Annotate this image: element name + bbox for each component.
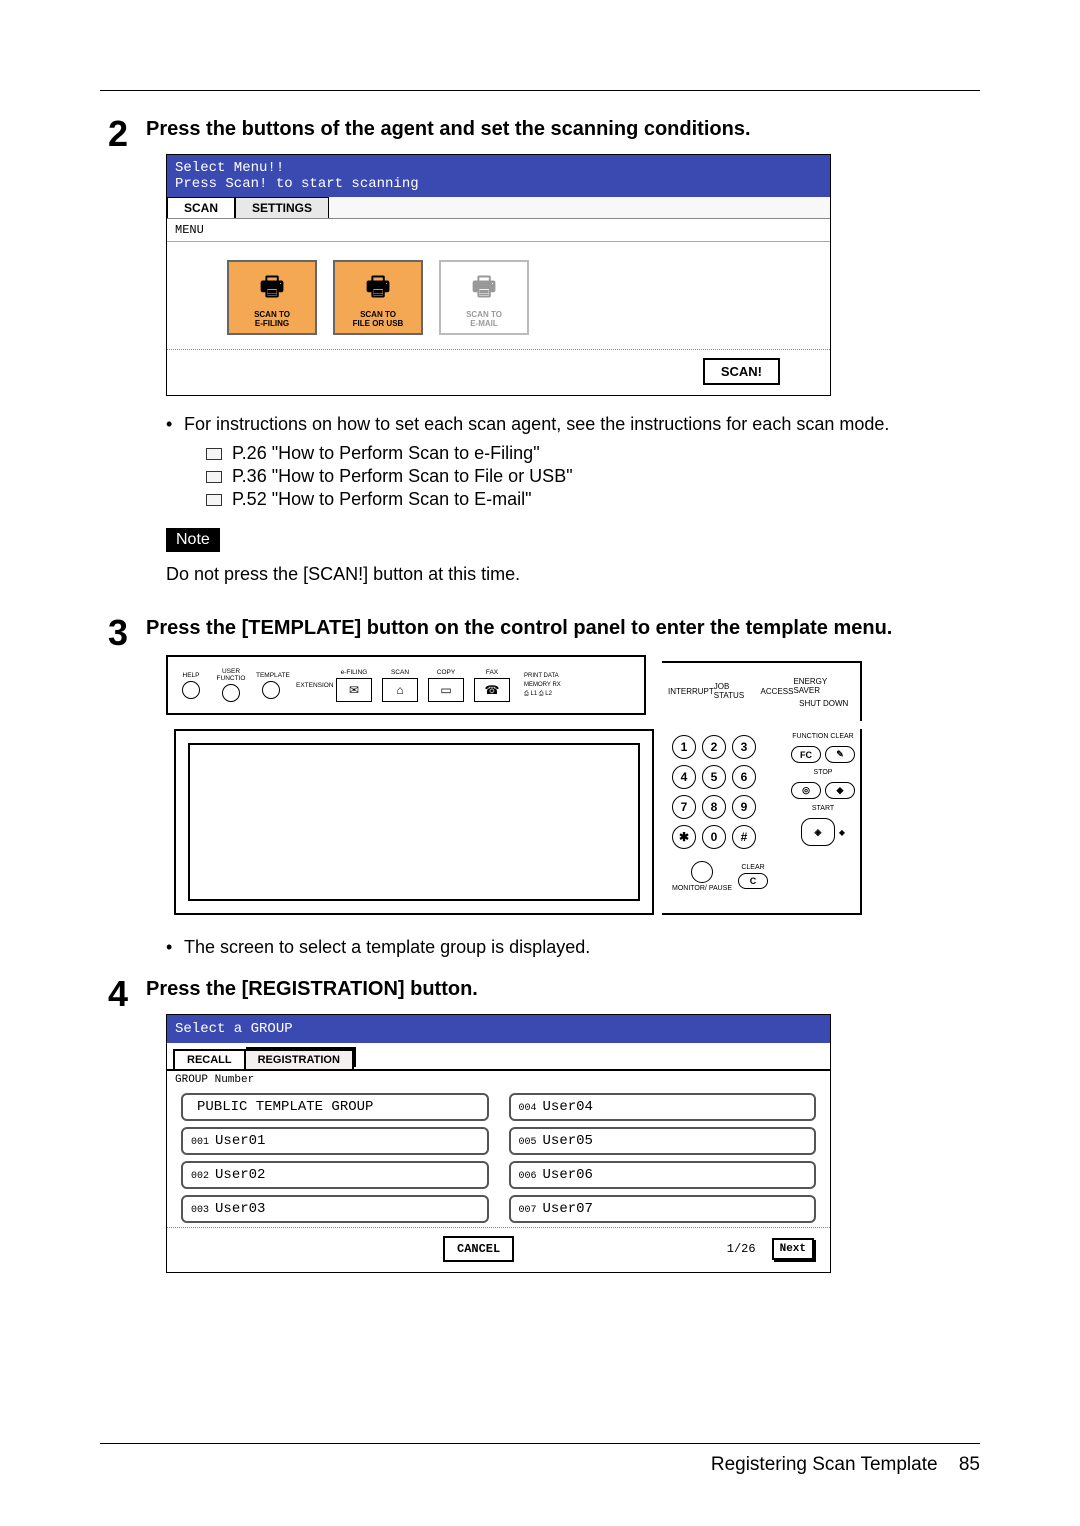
scan-to-file-button[interactable]: 🖶 SCAN TO FILE OR USB	[333, 260, 423, 335]
note-text: Do not press the [SCAN!] button at this …	[166, 564, 980, 585]
stop-button[interactable]: ◎	[791, 782, 821, 799]
scan-to-email-button[interactable]: 🖶 SCAN TO E-MAIL	[439, 260, 529, 335]
fc-button[interactable]: FC	[791, 746, 821, 763]
scan-header-line2: Press Scan! to start scanning	[175, 176, 822, 192]
scan-button[interactable]: SCAN!	[703, 358, 780, 385]
page-indicator: 1/26	[727, 1242, 756, 1256]
tab-scan[interactable]: SCAN	[167, 197, 235, 218]
scan-to-efiling-button[interactable]: 🖶 SCAN TO E-FILING	[227, 260, 317, 335]
scanner-mail-icon: 🖶	[472, 262, 497, 311]
step-title: Press the buttons of the agent and set t…	[146, 116, 980, 142]
page-reference: P.26 "How to Perform Scan to e-Filing"	[232, 443, 540, 464]
step-title: Press the [TEMPLATE] button on the contr…	[146, 615, 980, 641]
group-cell[interactable]: 004User04	[509, 1093, 817, 1121]
scanner-icon: 🖶	[260, 262, 285, 311]
fax-button[interactable]: ☎	[474, 678, 510, 702]
start-button[interactable]: ◈	[801, 818, 835, 846]
user-function-button[interactable]	[222, 684, 240, 702]
control-panel-diagram: HELP USER FUNCTIO TEMPLATE EXTENSION e-F…	[166, 655, 866, 925]
instruction-bullet: The screen to select a template group is…	[166, 935, 980, 960]
efiling-button[interactable]: ✉	[336, 678, 372, 702]
instruction-bullet: For instructions on how to set each scan…	[166, 412, 980, 437]
group-number-label: GROUP Number	[167, 1071, 830, 1089]
tab-registration[interactable]: REGISTRATION	[244, 1049, 354, 1069]
scan-mode-button[interactable]: ⌂	[382, 678, 418, 702]
group-cell[interactable]: 002User02	[181, 1161, 489, 1189]
panel-screen	[174, 729, 654, 915]
group-header: Select a GROUP	[167, 1015, 830, 1043]
step-title: Press the [REGISTRATION] button.	[146, 976, 980, 1002]
group-cell[interactable]: 005User05	[509, 1127, 817, 1155]
page-number: 85	[959, 1454, 980, 1476]
menu-label: MENU	[167, 219, 830, 242]
copy-button[interactable]: ▭	[428, 678, 464, 702]
tab-settings[interactable]: SETTINGS	[235, 197, 329, 218]
template-button[interactable]	[262, 681, 280, 699]
group-cell[interactable]: PUBLIC TEMPLATE GROUP	[181, 1093, 489, 1121]
clear-button[interactable]: C	[738, 873, 768, 889]
footer-title: Registering Scan Template	[711, 1454, 938, 1475]
note-label: Note	[166, 528, 220, 552]
scanner-arrow-icon: 🖶	[366, 262, 391, 311]
page-reference: P.52 "How to Perform Scan to E-mail"	[232, 489, 532, 510]
help-button[interactable]	[182, 681, 200, 699]
step-number: 4	[100, 976, 128, 1283]
book-icon	[206, 448, 222, 460]
book-icon	[206, 494, 222, 506]
cancel-button[interactable]: CANCEL	[443, 1236, 514, 1262]
group-cell[interactable]: 001User01	[181, 1127, 489, 1155]
monitor-pause-button[interactable]	[691, 861, 713, 883]
group-select-screenshot: Select a GROUP RECALL REGISTRATION GROUP…	[166, 1014, 831, 1273]
scan-menu-screenshot: Select Menu!! Press Scan! to start scann…	[166, 154, 831, 396]
group-cell[interactable]: 006User06	[509, 1161, 817, 1189]
next-button[interactable]: Next	[772, 1238, 814, 1260]
numeric-keypad[interactable]: 1 2 3 4 5 6 7 8 9 ✱ 0 #	[672, 735, 756, 849]
group-cell[interactable]: 003User03	[181, 1195, 489, 1223]
group-cell[interactable]: 007User07	[509, 1195, 817, 1223]
page-reference: P.36 "How to Perform Scan to File or USB…	[232, 466, 573, 487]
book-icon	[206, 471, 222, 483]
step-number: 3	[100, 615, 128, 966]
tab-recall[interactable]: RECALL	[173, 1049, 246, 1069]
step-number: 2	[100, 116, 128, 605]
scan-header-line1: Select Menu!!	[175, 160, 822, 176]
